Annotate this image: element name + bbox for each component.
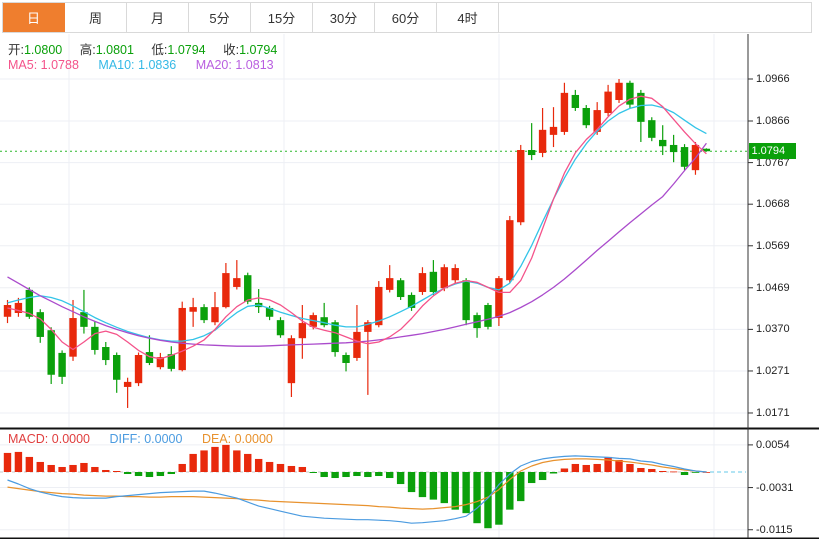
tab-15min[interactable]: 15分 [251,3,313,32]
tab-5min[interactable]: 5分 [189,3,251,32]
tab-month[interactable]: 月 [127,3,189,32]
tab-30min[interactable]: 30分 [313,3,375,32]
price-axis-label: 1.0668 [756,198,790,211]
open-value: 1.0800 [23,43,63,57]
close-value: 1.0794 [239,43,278,57]
dea-label: DEA: [201,432,232,446]
high-label: 高: [79,43,96,57]
open-label: 开: [8,43,24,57]
price-axis-label: 1.0469 [756,281,790,294]
macd-axis-label: -0.0115 [756,523,793,536]
ma5-value: 1.0788 [40,58,79,72]
tab-day[interactable]: 日 [3,3,65,32]
tab-week[interactable]: 周 [65,3,127,32]
high-value: 1.0801 [95,43,134,57]
diff-label: DIFF: [109,432,141,446]
current-price-badge: 1.0794 [748,143,796,159]
price-axis-label: 1.0866 [756,115,790,127]
dea-value: 0.0000 [234,432,273,446]
price-axis-label: 1.0569 [756,239,790,252]
macd-value: 0.0000 [51,432,90,446]
macd-label: MACD: [8,432,49,446]
close-label: 收: [223,43,240,57]
ma20-value: 1.0813 [235,58,274,72]
tab-4hour[interactable]: 4时 [437,3,499,32]
timeframe-tabbar: 日 周 月 5分 15分 30分 60分 4时 [2,2,812,33]
price-axis-label: 1.0271 [756,364,790,377]
low-value: 1.0794 [167,43,206,57]
price-axis-label: 1.0767 [756,156,790,169]
ma20-label: MA20: [195,58,232,72]
low-label: 低: [151,43,168,57]
ma-readout: MA5: 1.0788 MA10: 1.0836 MA20: 1.0813 [8,58,274,72]
price-axis-label: 1.0370 [756,323,790,336]
price-axis-label: 1.0966 [756,73,790,85]
ma5-label: MA5: [8,58,38,72]
macd-axis-label: 0.0054 [756,438,790,451]
price-axis-label: 1.0171 [756,406,790,419]
macd-axis-label: -0.0031 [756,481,794,494]
ma10-value: 1.0836 [138,58,177,72]
ma10-label: MA10: [98,58,135,72]
tab-60min[interactable]: 60分 [375,3,437,32]
diff-value: 0.0000 [144,432,183,446]
ohlc-readout: 开:1.0800 高:1.0801 低:1.0794 收:1.0794 [8,39,291,58]
macd-readout: MACD: 0.0000 DIFF: 0.0000 DEA: 0.0000 [8,432,273,446]
